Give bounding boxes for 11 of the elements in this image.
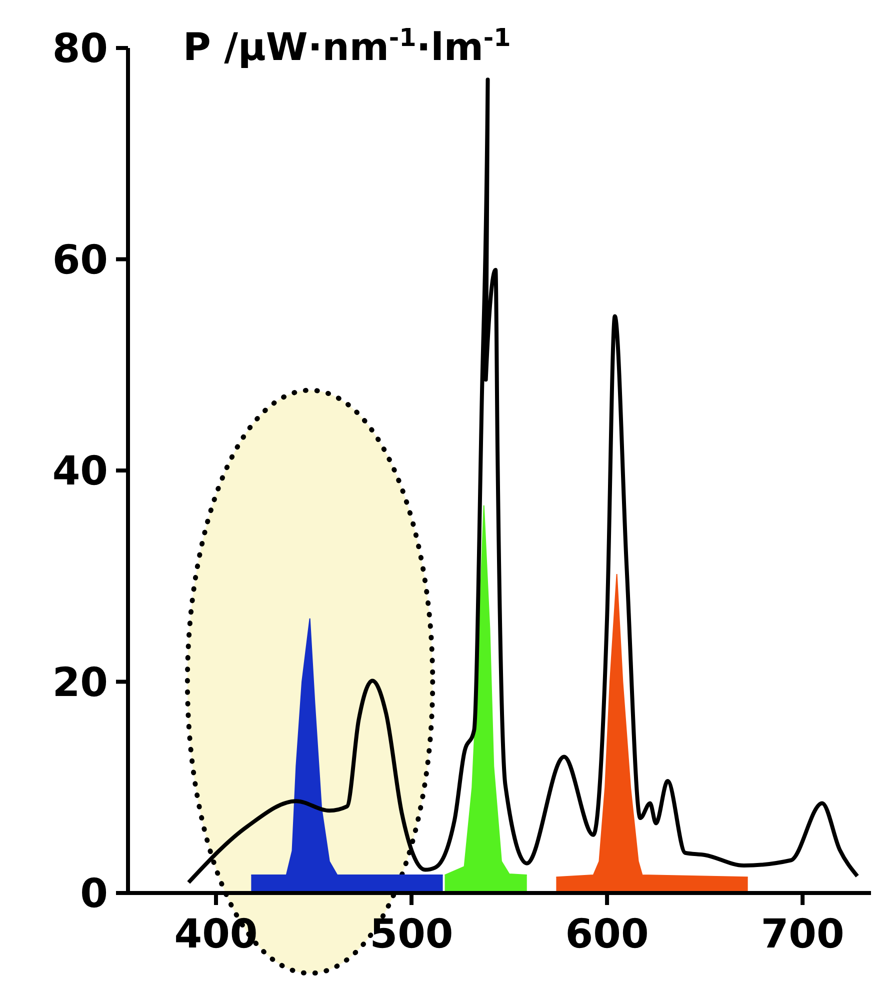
line-series — [186, 78, 860, 884]
y-tick-label: 0 — [80, 871, 108, 918]
x-tick-label: 600 — [565, 911, 649, 958]
y-axis-title: P /μW·nm$^{-1}$·lm$^{-1}$ — [183, 22, 511, 69]
y-tick-label: 60 — [52, 237, 108, 284]
y-tick-label: 20 — [52, 660, 108, 706]
x-tick-label: 500 — [370, 911, 454, 958]
x-tick-label: 400 — [174, 911, 258, 958]
x-tick-label: 700 — [760, 911, 844, 958]
y-tick-label: 80 — [52, 26, 108, 72]
y-tick-label: 40 — [52, 448, 108, 495]
